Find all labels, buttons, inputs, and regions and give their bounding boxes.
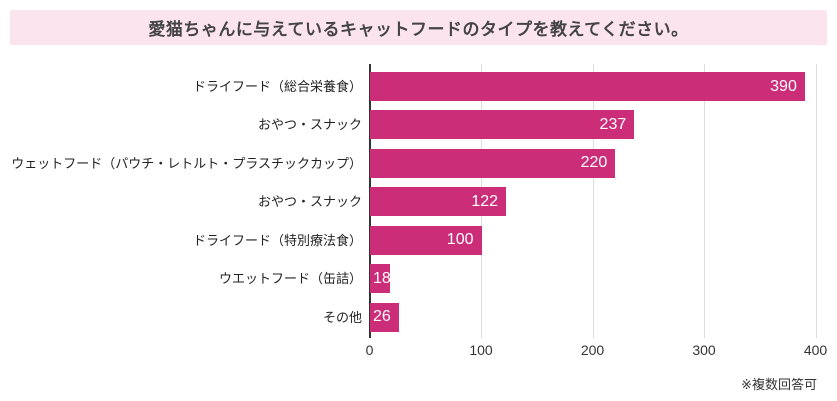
bar-label: ウエットフード（缶詰） bbox=[218, 271, 362, 287]
x-tick-label: 0 bbox=[365, 342, 374, 358]
bar-value: 122 bbox=[471, 192, 499, 210]
y-axis-line bbox=[368, 64, 371, 338]
bar: 100 bbox=[370, 225, 482, 255]
bar-value: 390 bbox=[770, 77, 797, 95]
bar-label: ウェットフード（パウチ・レトルト・プラスチックカップ） bbox=[11, 155, 362, 171]
x-tick-label: 100 bbox=[469, 342, 493, 358]
gridline bbox=[704, 64, 705, 338]
gridline bbox=[592, 64, 594, 338]
bar-label: ドライフード（特別療法食） bbox=[192, 232, 362, 248]
chart-title-banner: 愛猫ちゃんに与えているキャットフードのタイプを教えてください。 bbox=[10, 10, 827, 45]
bar-label: ドライフード（総合栄養食） bbox=[192, 79, 362, 94]
bar-value: 18 bbox=[373, 269, 391, 287]
bar: 26 bbox=[370, 302, 399, 332]
x-tick-label: 300 bbox=[692, 342, 716, 358]
bar-value: 237 bbox=[599, 115, 627, 133]
bar-label: その他 bbox=[322, 309, 362, 325]
bar: 237 bbox=[370, 110, 635, 140]
x-tick-label: 400 bbox=[803, 342, 828, 358]
bar-value: 100 bbox=[446, 231, 474, 249]
bar: 390 bbox=[370, 72, 805, 101]
bar-label: おやつ・スナック bbox=[257, 194, 362, 210]
bar-label: おやつ・スナック bbox=[257, 117, 362, 133]
bar-value: 26 bbox=[373, 308, 391, 326]
footnote: ※複数回答可 bbox=[741, 377, 817, 392]
bar: 122 bbox=[370, 187, 507, 217]
x-tick-label: 200 bbox=[580, 342, 605, 358]
bar-value: 220 bbox=[580, 154, 608, 172]
chart-title: 愛猫ちゃんに与えているキャットフードのタイプを教えてください。 bbox=[148, 20, 689, 39]
bar: 220 bbox=[370, 148, 616, 178]
bar: 18 bbox=[370, 264, 391, 294]
gridline bbox=[815, 64, 817, 338]
